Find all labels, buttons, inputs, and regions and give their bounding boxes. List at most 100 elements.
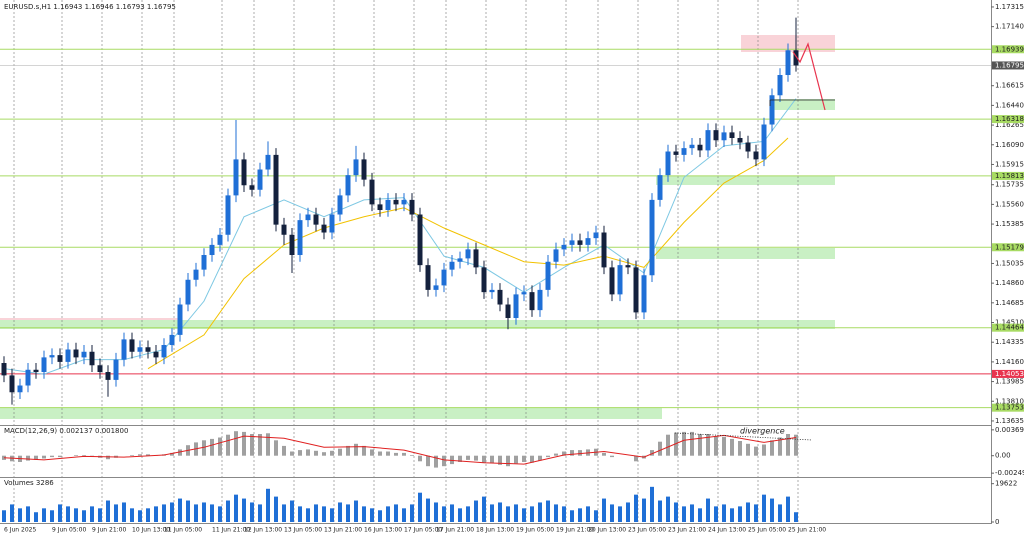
volume-bar	[714, 506, 718, 522]
x-tick-label: 9 Jun 05:00	[52, 527, 86, 534]
candle-body	[401, 199, 407, 205]
macd-bar	[554, 453, 558, 456]
volume-bar	[506, 506, 510, 522]
candle-body	[585, 238, 591, 245]
volume-bar	[458, 508, 462, 522]
candle-body	[145, 347, 151, 352]
level-label: 1.15813	[995, 172, 1024, 180]
candle-body	[49, 355, 55, 358]
candle-body	[305, 214, 311, 221]
candle-body	[73, 349, 79, 358]
y-tick-label: 1.14160	[995, 358, 1024, 366]
candle-body	[65, 349, 71, 362]
x-tick-label: 17 Jun 05:00	[404, 527, 442, 534]
volume-bar	[290, 500, 294, 522]
supply-zone	[741, 35, 835, 52]
x-tick-label: 17 Jun 21:00	[436, 527, 474, 534]
x-tick-label: 24 Jun 13:00	[708, 527, 746, 534]
macd-bar	[722, 436, 726, 456]
volume-bar	[682, 506, 686, 522]
macd-bar	[314, 450, 318, 456]
macd-bar	[514, 455, 518, 464]
volume-bar	[34, 512, 38, 522]
volume-bar	[10, 504, 14, 522]
candle-body	[97, 365, 103, 373]
candle-body	[777, 75, 783, 96]
volume-bar	[314, 504, 318, 522]
candle-body	[265, 154, 271, 170]
macd-bar	[74, 455, 78, 456]
volume-bar	[570, 510, 574, 522]
macd-bar	[226, 434, 230, 456]
macd-bar	[442, 455, 446, 467]
y-tick-label: 1.17140	[995, 23, 1024, 31]
macd-bar	[738, 441, 742, 456]
candle-body	[257, 169, 263, 190]
candle-body	[321, 224, 327, 233]
macd-bar	[218, 437, 222, 456]
candle-body	[561, 244, 567, 250]
candle-body	[505, 304, 511, 319]
x-tick-label: 10 Jun 13:00	[132, 527, 170, 534]
volume-bar	[330, 508, 334, 522]
macd-bar	[730, 438, 734, 456]
macd-bar	[482, 455, 486, 463]
volume-bar	[354, 500, 358, 522]
level-label: 1.16939	[995, 45, 1024, 53]
candle-body	[105, 372, 111, 380]
volume-bar	[202, 502, 206, 522]
volume-bar	[2, 510, 6, 522]
candle-body	[297, 220, 303, 256]
macd-bar	[794, 434, 798, 456]
volume-bar	[770, 498, 774, 522]
demand-zone	[770, 99, 835, 110]
level-label: 1.15179	[995, 243, 1024, 251]
candle-body	[273, 154, 279, 225]
macd-bar	[170, 452, 174, 456]
y-tick-label: 1.17315	[995, 3, 1024, 11]
y-tick-label: 1.15915	[995, 160, 1024, 168]
macd-bar	[410, 455, 414, 456]
candle-body	[289, 234, 295, 256]
volume-bar	[578, 508, 582, 522]
volume-bar	[90, 506, 94, 522]
x-tick-label: 12 Jun 13:00	[244, 527, 282, 534]
macd-signal	[3, 434, 797, 465]
volume-bar	[258, 504, 262, 522]
x-tick-label: 19 Jun 05:00	[516, 527, 554, 534]
x-tick-label: 25 Jun 21:00	[788, 527, 826, 534]
volume-bar	[346, 504, 350, 522]
volume-bar	[170, 502, 174, 522]
candle-body	[473, 249, 479, 268]
volume-bar	[42, 508, 46, 522]
candle-body	[593, 232, 599, 239]
macd-bar	[434, 455, 438, 468]
macd-bar	[394, 452, 398, 456]
candle-body	[729, 132, 735, 139]
volume-bar	[98, 508, 102, 522]
levels	[0, 48, 991, 409]
volume-bar	[522, 508, 526, 522]
candle-body	[545, 261, 551, 290]
volume-bar	[194, 504, 198, 522]
candle-body	[609, 267, 615, 295]
macd-bar	[538, 455, 542, 461]
volume-bar	[106, 500, 110, 522]
macd-bar	[346, 445, 350, 456]
candle-body	[537, 289, 543, 311]
macd-bar	[266, 433, 270, 456]
demand-zone	[0, 408, 662, 419]
volume-bar	[730, 508, 734, 522]
volume-bar	[58, 504, 62, 522]
candle-body	[649, 199, 655, 276]
y-tick-label: 1.14510	[995, 319, 1024, 327]
volume-bar	[778, 504, 782, 522]
candle-body	[377, 204, 383, 211]
volume-bar	[658, 500, 662, 522]
volume-bar	[242, 498, 246, 522]
candle-body	[17, 385, 23, 393]
candle-body	[769, 95, 775, 125]
volume-bar	[66, 506, 70, 522]
candle-body	[673, 151, 679, 155]
y-tick-label: 1.16090	[995, 141, 1024, 149]
